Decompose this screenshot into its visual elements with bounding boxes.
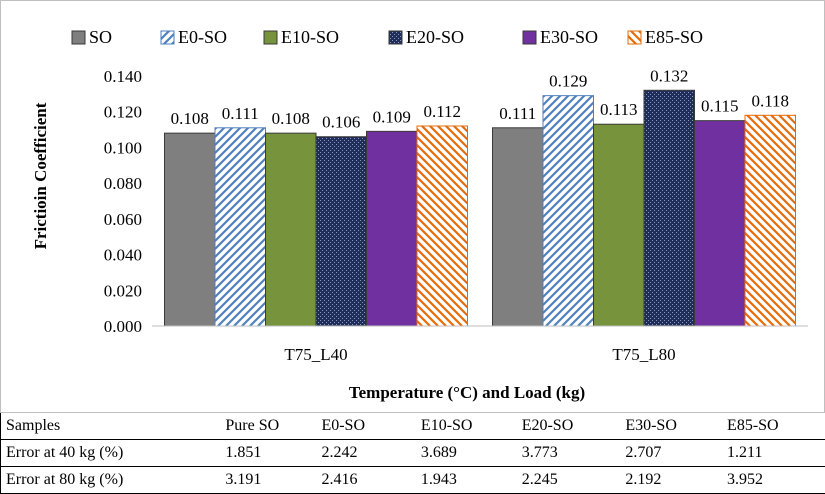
x-tick-label: T75_L80 xyxy=(612,345,675,364)
bar-e30-so-t75-l80 xyxy=(694,120,746,327)
legend-label-e30-so: E30-SO xyxy=(540,27,598,47)
table-row: Error at 40 kg (%) 1.851 2.242 3.689 3.7… xyxy=(0,440,825,467)
y-tick-label: 0.140 xyxy=(104,67,142,86)
data-label: 0.111 xyxy=(499,104,536,123)
legend-label-e0-so: E0-SO xyxy=(178,27,227,47)
table-cell: 2.707 xyxy=(625,444,662,461)
table-cell: 1.851 xyxy=(225,444,262,461)
y-tick-label: 0.020 xyxy=(104,281,142,300)
bar-e85-so-t75-l80 xyxy=(744,114,796,327)
legend-label-e10-so: E10-SO xyxy=(281,27,339,47)
table-cell: 2.416 xyxy=(321,471,358,488)
data-label: 0.112 xyxy=(423,102,461,121)
bar-e0-so-t75-l80 xyxy=(542,95,594,327)
bar-e10-so-t75-l40 xyxy=(265,132,317,327)
data-label: 0.115 xyxy=(701,97,739,116)
legend-swatch-e10-so xyxy=(263,30,278,45)
table-header-cell: E85-SO xyxy=(727,417,779,434)
table-header-cell: E0-SO xyxy=(321,417,366,434)
legend-swatch-e0-so xyxy=(160,30,175,45)
table-cell: 1.211 xyxy=(727,444,763,461)
bar-so-t75-l40 xyxy=(164,132,216,327)
legend-label-e20-so: E20-SO xyxy=(406,27,464,47)
table-row: Error at 80 kg (%) 3.191 2.416 1.943 2.2… xyxy=(0,467,825,494)
x-tick-label: T75_L40 xyxy=(284,345,347,364)
data-label: 0.108 xyxy=(171,109,209,128)
table-left-rule xyxy=(0,413,1,494)
bar-e85-so-t75-l40 xyxy=(416,125,468,327)
data-label: 0.132 xyxy=(650,66,688,85)
data-label: 0.106 xyxy=(322,113,360,132)
table-cell: 3.773 xyxy=(521,444,558,461)
table-cell: 3.952 xyxy=(727,471,764,488)
y-tick-label: 0.060 xyxy=(104,210,142,229)
data-label: 0.113 xyxy=(600,100,638,119)
table-cell: 1.943 xyxy=(420,471,457,488)
table-header-cell: Samples xyxy=(6,417,61,434)
legend-label-so: SO xyxy=(89,27,112,47)
y-axis: 0.000 0.020 0.040 0.060 0.080 0.100 0.120 0.140 xyxy=(104,67,142,336)
y-tick-label: 0.000 xyxy=(104,317,142,336)
legend-swatch-e20-so xyxy=(388,30,403,45)
data-label: 0.108 xyxy=(272,109,310,128)
x-axis-title: Temperature (°C) and Load (kg) xyxy=(349,383,585,402)
data-label: 0.111 xyxy=(222,104,259,123)
bar-e20-so-t75-l40 xyxy=(315,136,367,327)
y-tick-label: 0.040 xyxy=(104,246,142,265)
legend-swatch-so xyxy=(71,30,86,45)
table-header-cell: E20-SO xyxy=(521,417,574,434)
bars: 0.108 0.111 0.108 0.106 0.109 0.112 0.111 0.129… xyxy=(164,66,796,327)
y-tick-label: 0.100 xyxy=(104,138,142,157)
bar-e0-so-t75-l40 xyxy=(214,127,266,327)
legend: SO E0-SO E10-SO E20-SO E30-SO E85-SO xyxy=(71,27,703,47)
table-header-cell: E30-SO xyxy=(625,417,677,434)
table-cell: 3.191 xyxy=(225,471,262,488)
table-cell: 3.689 xyxy=(420,444,457,461)
x-axis: T75_L40 T75_L80 xyxy=(152,325,808,364)
table-row-label: Error at 40 kg (%) xyxy=(6,444,124,461)
bar-e20-so-t75-l80 xyxy=(643,89,695,327)
data-label: 0.129 xyxy=(549,72,587,91)
bar-e10-so-t75-l80 xyxy=(593,123,645,327)
y-tick-label: 0.080 xyxy=(104,174,142,193)
table-top-rule xyxy=(0,412,825,413)
bar-e30-so-t75-l40 xyxy=(366,130,418,327)
legend-label-e85-so: E85-SO xyxy=(645,27,703,47)
table-cell: 2.192 xyxy=(625,471,662,488)
friction-chart: SO E0-SO E10-SO E20-SO E30-SO E85-SO 0.0000.0… xyxy=(31,27,808,402)
table-header-row: Samples Pure SO E0-SO E10-SO E20-SO E30-… xyxy=(0,413,825,440)
table-header-cell: E10-SO xyxy=(420,417,473,434)
data-label: 0.109 xyxy=(373,107,411,126)
table-cell: 2.242 xyxy=(321,444,358,461)
y-axis-title: Frictioin Coefficient xyxy=(31,102,50,249)
table-row-label: Error at 80 kg (%) xyxy=(6,471,124,488)
bar-so-t75-l80 xyxy=(492,127,544,327)
table-header-cell: Pure SO xyxy=(225,417,280,434)
error-table: Samples Pure SO E0-SO E10-SO E20-SO E30-… xyxy=(0,413,825,494)
data-label: 0.118 xyxy=(751,91,789,110)
y-tick-label: 0.120 xyxy=(104,103,142,122)
legend-swatch-e30-so xyxy=(522,30,537,45)
legend-swatch-e85-so xyxy=(627,30,642,45)
table-cell: 2.245 xyxy=(521,471,558,488)
